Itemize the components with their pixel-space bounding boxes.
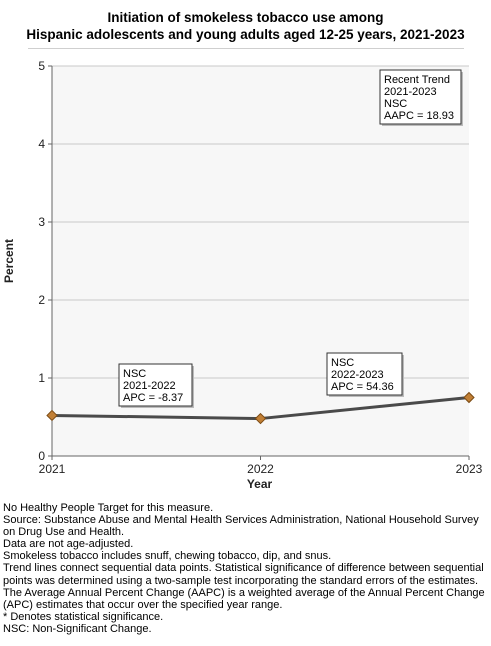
y-tick-label: 2 <box>38 293 45 307</box>
y-tick-label: 3 <box>38 215 45 229</box>
segment-annotation-2-text: APC = 54.36 <box>331 381 394 393</box>
footnote: * Denotes statistical significance. <box>3 610 164 623</box>
segment-annotation-1-text: NSC <box>123 368 146 380</box>
footnote: The Average Annual Percent Change (AAPC)… <box>3 586 485 611</box>
footnote: No Healthy People Target for this measur… <box>3 502 214 514</box>
recent-trend-box <box>379 69 462 125</box>
footnote: Source: Substance Abuse and Mental Healt… <box>3 514 479 539</box>
chart-title: Initiation of smokeless tobacco use amon… <box>0 9 491 43</box>
footnotes: No Healthy People Target for this measur… <box>3 502 489 635</box>
x-tick-label: 2021 <box>39 462 66 476</box>
y-tick-label: 0 <box>38 449 45 463</box>
segment-annotation-1-text: 2021-2022 <box>123 380 176 392</box>
segment-annotation-2-text: NSC <box>331 357 354 369</box>
segment-annotation-1 <box>118 363 193 407</box>
data-point-marker <box>463 391 475 404</box>
title-divider <box>28 48 464 49</box>
data-point-marker <box>46 409 58 422</box>
recent-trend-box-text: 2021-2023 <box>384 86 437 98</box>
chart-title-line-1: Initiation of smokeless tobacco use amon… <box>107 10 384 25</box>
x-axis-title: Year <box>247 477 273 491</box>
segment-annotation-2 <box>326 352 403 396</box>
footnote: Trend lines connect sequential data poin… <box>3 562 484 587</box>
data-point-marker <box>254 412 267 425</box>
y-axis-title: Percent <box>2 239 16 283</box>
y-tick-label: 4 <box>38 137 45 151</box>
x-tick-label: 2022 <box>247 462 274 476</box>
footnote: NSC: Non-Significant Change. <box>3 622 152 635</box>
x-tick-label: 2023 <box>456 462 483 476</box>
segment-annotation-2-text: 2022-2023 <box>331 369 384 381</box>
y-tick-label: 5 <box>38 59 45 73</box>
footnote: Smokeless tobacco includes snuff, chewin… <box>3 550 332 563</box>
footnote: Data are not age-adjusted. <box>3 538 134 551</box>
y-tick-label: 1 <box>38 371 45 385</box>
recent-trend-box-text: AAPC = 18.93 <box>384 110 454 122</box>
segment-annotation-1-text: APC = -8.37 <box>123 392 183 404</box>
recent-trend-box-text: Recent Trend <box>384 74 450 86</box>
chart-title-line-2: Hispanic adolescents and young adults ag… <box>26 27 465 42</box>
recent-trend-box-text: NSC <box>384 98 407 110</box>
